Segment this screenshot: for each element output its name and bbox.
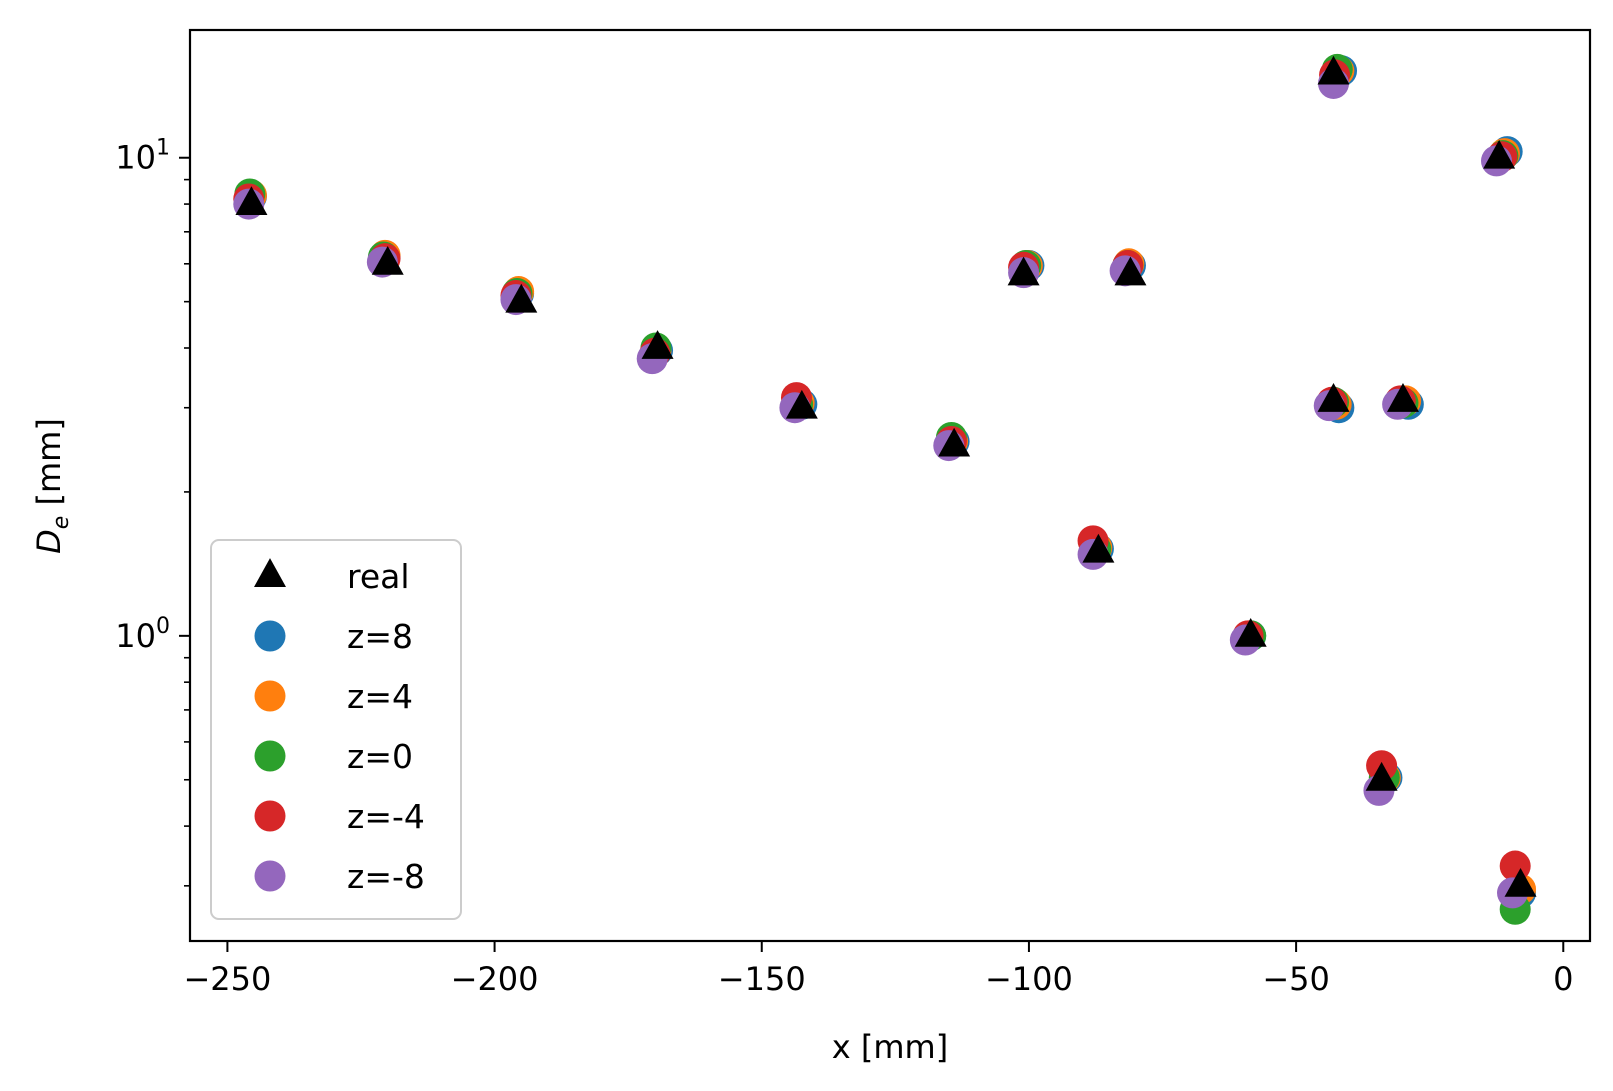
legend-item-z=-4: z=-4 (254, 797, 425, 836)
y-tick-label-1: 101 (115, 136, 170, 177)
legend-item-z=8: z=8 (254, 617, 413, 656)
plot-frame (188, 28, 1592, 943)
legend-item-real: real (254, 557, 410, 596)
data-point-real-4 (785, 389, 818, 419)
data-point-real-9 (1234, 617, 1267, 647)
data-point-real-10 (1317, 55, 1350, 85)
x-tick-label-0: −250 (183, 960, 271, 998)
series-real (235, 55, 1537, 897)
x-tick-label-4: −50 (1262, 960, 1330, 998)
data-point-real-0 (235, 186, 268, 216)
data-point-real-14 (1483, 139, 1516, 169)
legend-label-z=0: z=0 (347, 737, 413, 776)
data-point-real-12 (1386, 383, 1419, 412)
data-point-real-1 (371, 245, 404, 275)
data-point-real-3 (641, 330, 674, 359)
data-point-real-8 (1082, 533, 1115, 563)
x-tick-label-2: −150 (718, 960, 806, 998)
legend: real z=8 z=4 z=0 z=-4 z=-8 (210, 539, 462, 920)
y-tick-label-0: 100 (115, 614, 170, 655)
data-point-z=-4-15 (1499, 850, 1531, 882)
legend-label-z=-4: z=-4 (347, 797, 425, 836)
data-point-real-11 (1317, 383, 1350, 412)
x-tick-label-1: −200 (451, 960, 539, 998)
data-point-real-7 (1114, 256, 1147, 286)
data-point-real-6 (1007, 256, 1040, 286)
data-point-real-15 (1504, 867, 1537, 897)
x-tick-label-5: 0 (1553, 960, 1573, 998)
legend-marker-z=4 (254, 680, 286, 712)
y-axis-label: De [mm] (30, 418, 74, 554)
x-axis-label: x [mm] (832, 1028, 948, 1066)
y-axis-label-sub: e (49, 516, 74, 530)
y-axis-label-unit: [mm] (30, 418, 68, 515)
legend-label-z=4: z=4 (347, 677, 413, 716)
legend-items: real z=8 z=4 z=0 z=-4 z=-8 (254, 557, 425, 896)
y-axis-label-main: D (30, 529, 68, 554)
legend-item-z=-8: z=-8 (254, 857, 425, 896)
legend-label-real: real (347, 557, 410, 596)
plot-points (233, 53, 1537, 925)
legend-item-z=0: z=0 (254, 737, 413, 776)
data-point-real-2 (505, 283, 538, 313)
legend-marker-z=8 (254, 620, 286, 652)
legend-marker-real (254, 558, 286, 587)
legend-label-z=-8: z=-8 (347, 857, 425, 896)
legend-marker-z=-8 (254, 860, 286, 892)
legend-label-z=8: z=8 (347, 617, 413, 656)
x-tick-label-3: −100 (985, 960, 1073, 998)
y-axis: 100 101 (115, 136, 190, 887)
legend-marker-z=-4 (254, 800, 286, 832)
x-axis: −250 −200 −150 −100 −50 0 (183, 941, 1573, 998)
data-point-real-5 (938, 427, 971, 457)
legend-item-z=4: z=4 (254, 677, 413, 716)
data-point-real-13 (1365, 761, 1398, 791)
legend-marker-z=0 (254, 740, 286, 772)
